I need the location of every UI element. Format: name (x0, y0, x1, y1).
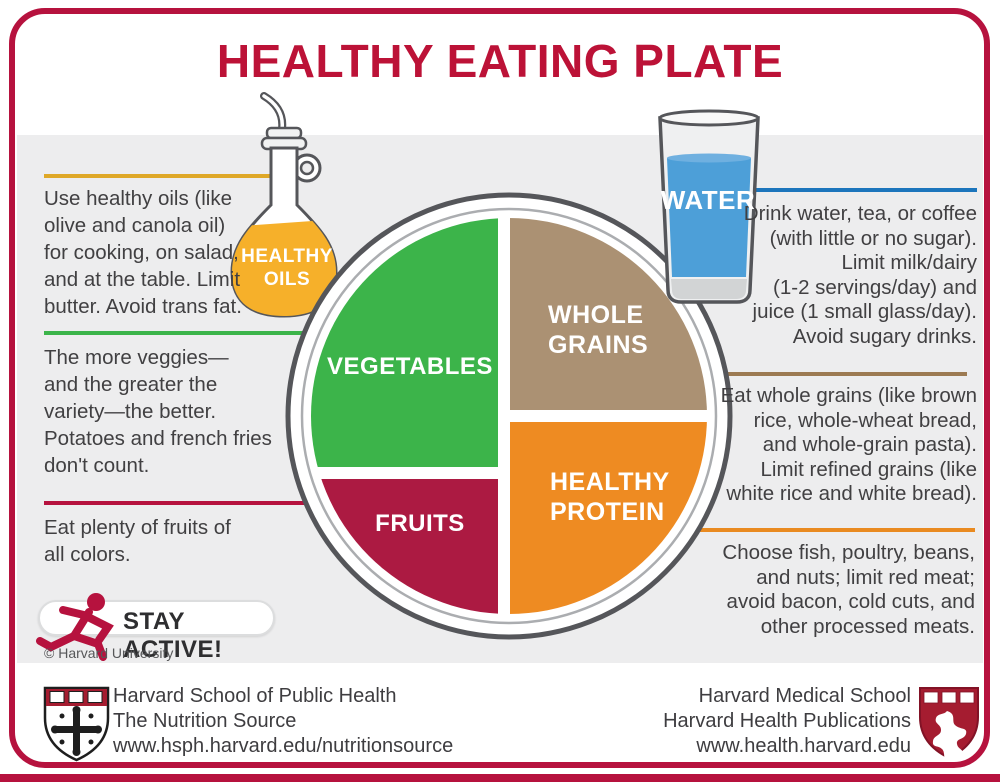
oils-note: Use healthy oils (like olive and canola … (44, 187, 242, 318)
protein-note: Choose fish, poultry, beans, and nuts; l… (722, 541, 975, 638)
fruits-label: FRUITS (375, 510, 465, 537)
healthy-protein-label: HEALTHY PROTEIN (550, 468, 670, 526)
whole-grains-note: Eat whole grains (like brown rice, whole… (720, 384, 977, 505)
healthy-oils-label: HEALTHY OILS (241, 246, 333, 290)
runner-icon (36, 593, 114, 661)
runner-head (87, 593, 105, 611)
bottom-accent-bar (0, 774, 1000, 782)
footer-right-org: Harvard Medical School (698, 685, 911, 707)
whole-grains-connector-line (700, 372, 967, 376)
water-connector-line (750, 188, 977, 192)
vegetables-connector-line (44, 331, 312, 335)
footer-left-url: www.hsph.harvard.edu/nutritionsource (113, 735, 454, 757)
glass-rim (658, 109, 760, 127)
vegetables-note: The more veggies— and the greater the va… (44, 346, 272, 477)
protein-connector-line (690, 528, 975, 532)
footer-right-url: www.health.harvard.edu (696, 735, 911, 757)
water-note: Drink water, tea, or coffee (with little… (743, 202, 977, 348)
footer-left-org: Harvard School of Public Health (113, 685, 397, 707)
page-title: HEALTHY EATING PLATE (216, 35, 784, 87)
fruits-note: Eat plenty of fruits of all colors. (44, 516, 231, 566)
oils-connector-line (44, 174, 300, 178)
footer-right-dept: Harvard Health Publications (663, 710, 911, 732)
poster-border (9, 8, 990, 768)
fruits-connector-line (44, 501, 322, 505)
water-fill (667, 158, 751, 277)
whole-grains-label: WHOLE GRAINS (548, 301, 649, 359)
vegetables-label: VEGETABLES (327, 353, 493, 380)
glass-base (671, 279, 747, 299)
footer-left-dept: The Nutrition Source (113, 710, 297, 732)
water-glass (658, 109, 760, 304)
hsph-shield-icon (43, 686, 110, 762)
stay-active-label: STAY ACTIVE! (123, 608, 223, 663)
water-label: WATER (660, 185, 756, 215)
copyright-text: © Harvard University (44, 645, 174, 661)
